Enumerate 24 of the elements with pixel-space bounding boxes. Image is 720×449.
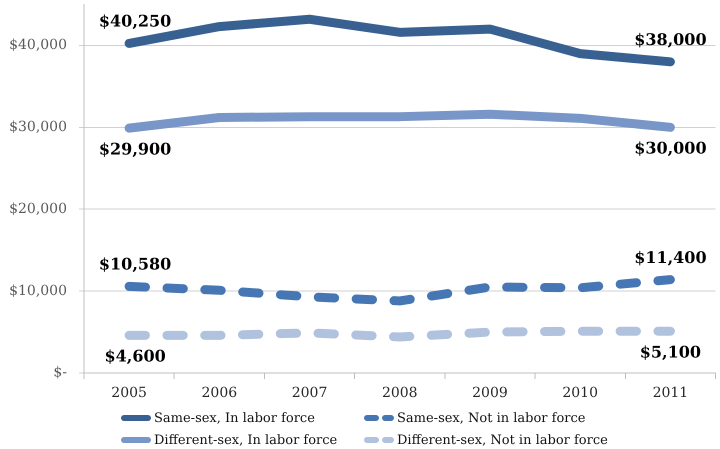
x-tick-label: 2008: [382, 385, 418, 402]
y-tick-label: $-: [53, 364, 68, 381]
data-label: $40,250: [98, 12, 172, 31]
data-label: $5,100: [640, 342, 702, 362]
legend-label: Same-sex, In labor force: [154, 410, 315, 426]
data-label: $38,000: [634, 30, 707, 49]
data-label: $30,000: [634, 138, 707, 158]
y-tick-label: $40,000: [9, 37, 67, 54]
legend-label: Same-sex, Not in labor force: [397, 410, 586, 426]
data-label: $11,400: [634, 248, 707, 267]
data-label: $4,600: [104, 346, 166, 366]
y-tick-label: $30,000: [9, 118, 67, 135]
legend-label: Different-sex, Not in labor force: [397, 432, 608, 448]
legend-label: Different-sex, In labor force: [154, 432, 338, 448]
y-tick-label: $10,000: [9, 282, 67, 299]
data-label: $10,580: [98, 254, 172, 274]
x-tick-label: 2010: [562, 385, 598, 402]
x-tick-label: 2007: [292, 385, 328, 402]
data-label: $29,900: [98, 139, 172, 158]
y-tick-label: $20,000: [9, 200, 67, 217]
x-tick-label: 2009: [472, 385, 508, 402]
x-tick-label: 2006: [202, 385, 238, 402]
x-tick-label: 2011: [652, 385, 688, 402]
x-tick-label: 2005: [111, 385, 147, 402]
